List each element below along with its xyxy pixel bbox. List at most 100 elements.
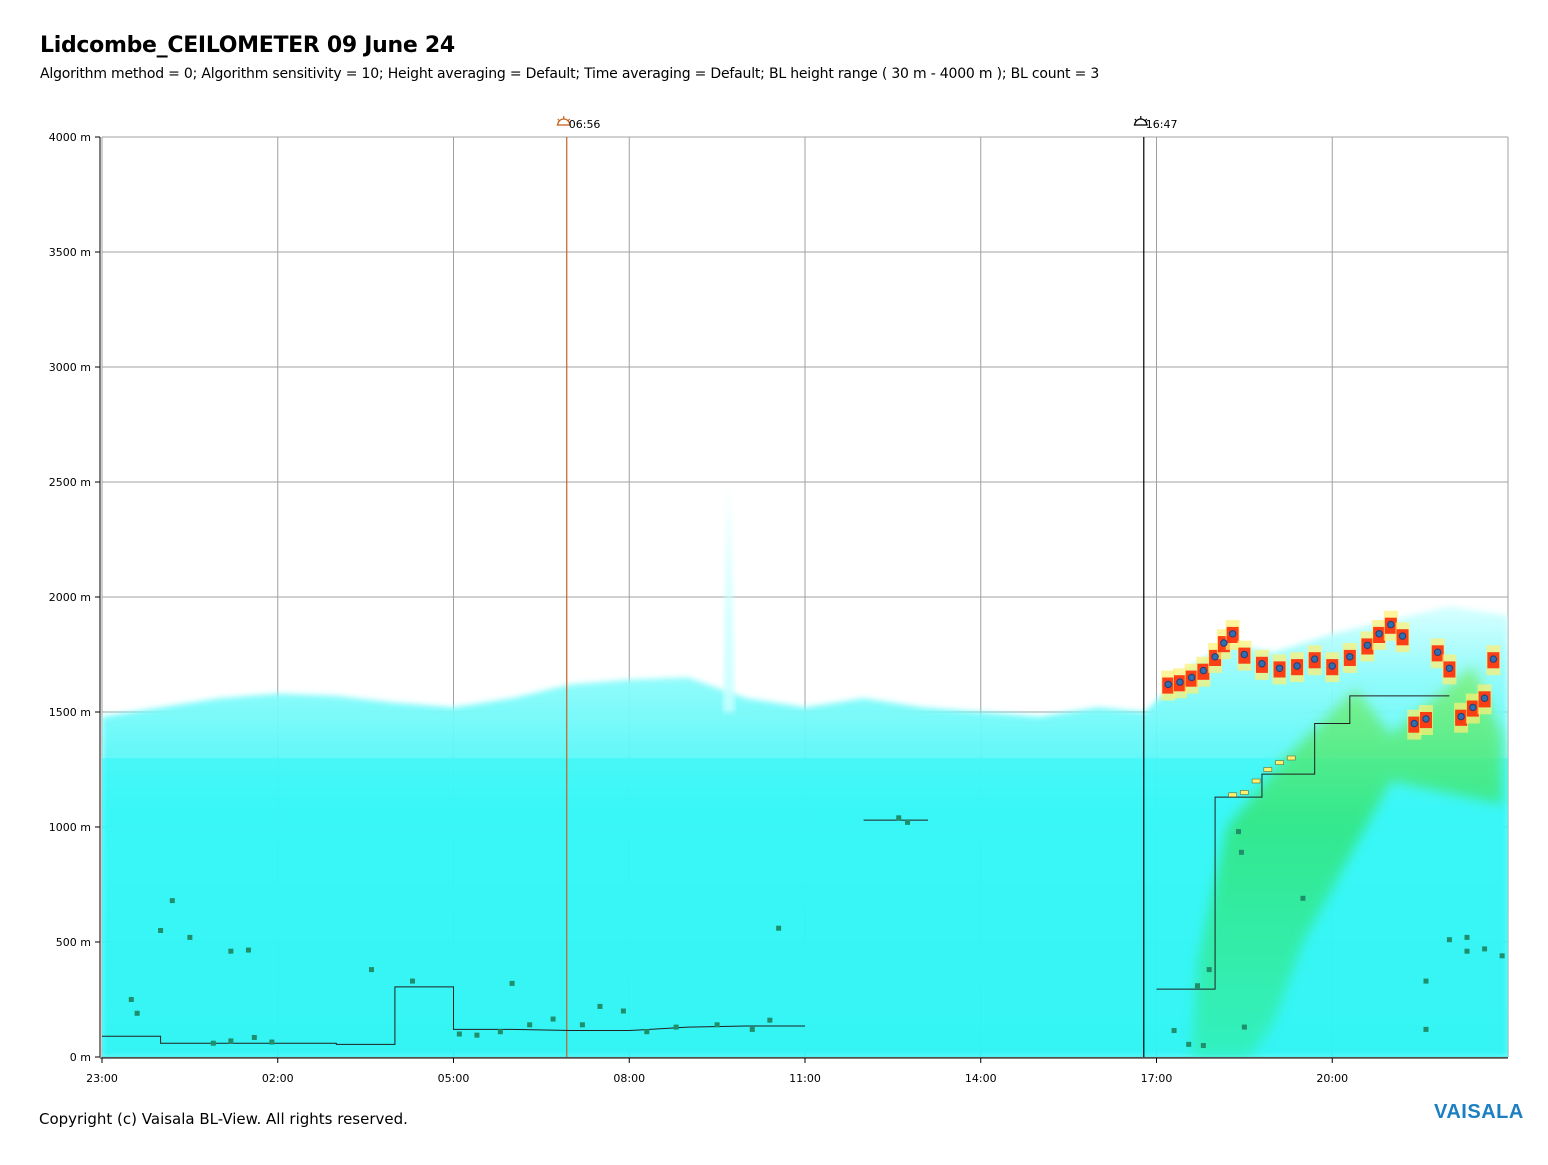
bl-layer-point	[714, 1022, 720, 1028]
bl-layer-point	[1241, 1024, 1247, 1030]
sunrise-icon	[556, 116, 571, 126]
cloud-base-point	[1480, 694, 1489, 702]
bl-layer-point	[1423, 978, 1429, 984]
cloud-base-point	[1346, 653, 1354, 661]
bl-layer-point	[474, 1032, 480, 1038]
y-tick-label: 2000 m	[49, 591, 91, 604]
sunrise-label: 06:56	[569, 118, 601, 131]
bl-layer-point	[1238, 849, 1244, 855]
sun-markers: 06:56 16:47	[556, 116, 1178, 1057]
x-tick-label: 02:00	[262, 1072, 294, 1085]
bl-layer-point	[409, 978, 415, 984]
cloud-base-point	[1457, 712, 1465, 721]
vaisala-logo: VAISALA	[1434, 1101, 1524, 1123]
cloud-base-point	[1410, 719, 1418, 728]
copyright-text: Copyright (c) Vaisala BL-View. All right…	[39, 1110, 408, 1128]
cloud-base-point	[1445, 664, 1454, 672]
cloud-base-point	[1164, 680, 1172, 689]
chart-title: Lidcombe_CEILOMETER 09 June 24	[40, 33, 455, 58]
bl-layer-point	[527, 1022, 533, 1028]
bl-layer-point	[1186, 1041, 1192, 1047]
bl-layer-point	[1499, 953, 1505, 959]
bl-layer-point	[896, 815, 902, 821]
x-tick-label: 17:00	[1141, 1072, 1173, 1085]
bl-ridge-point	[1275, 760, 1284, 765]
bl-layer-point	[1195, 983, 1201, 989]
x-tick-label: 23:00	[86, 1072, 118, 1085]
cloud-base-point	[1293, 662, 1301, 670]
bl-layer-point	[158, 928, 164, 933]
bl-layer-point	[673, 1024, 679, 1030]
cloud-base-point	[1387, 620, 1395, 629]
cloud-base-point	[1398, 632, 1407, 640]
bl-layer-point	[269, 1039, 275, 1045]
x-tick-label: 20:00	[1316, 1072, 1348, 1085]
mixing-layer-line-evening	[1156, 695, 1450, 990]
cloud-base-point	[1240, 650, 1249, 659]
x-tick-label: 05:00	[438, 1072, 470, 1085]
bl-layer-point	[497, 1029, 503, 1035]
enhanced-region	[1191, 666, 1503, 1057]
bl-layer-point	[245, 947, 251, 953]
y-tick-label: 3000 m	[49, 361, 91, 374]
bl-ridge-point	[1228, 792, 1237, 798]
bl-layer-point	[228, 948, 234, 954]
bl-layer-point	[1482, 946, 1488, 952]
cloud-base-point	[1211, 653, 1219, 661]
bl-ridge-point	[1263, 767, 1273, 772]
cloud-base-point	[1375, 630, 1383, 638]
bl-layer-point	[550, 1016, 556, 1022]
sunset-icon-ray	[1134, 118, 1138, 122]
bl-layer-point	[749, 1026, 755, 1032]
bl-layer-point	[579, 1022, 585, 1028]
aerosol-plume	[722, 486, 735, 712]
bl-ridge-point	[1240, 790, 1249, 795]
cloud-base-point	[1422, 715, 1430, 723]
sunrise-icon-ray	[567, 118, 571, 122]
bl-layer-point	[456, 1031, 462, 1037]
cloud-base-point	[1199, 666, 1208, 675]
cloud-base-point	[1469, 703, 1477, 712]
sunset-label: 16:47	[1146, 118, 1178, 131]
bl-layer-point	[1423, 1026, 1429, 1032]
bl-layer-point	[597, 1003, 603, 1009]
bl-layer-point	[134, 1010, 140, 1016]
bl-layer-point	[1300, 895, 1306, 901]
chart-subtitle: Algorithm method = 0; Algorithm sensitiv…	[40, 66, 1100, 82]
y-tick-label: 0 m	[70, 1051, 91, 1064]
bl-layer-point	[1464, 934, 1470, 940]
bl-layer-point	[187, 934, 193, 940]
axes: 0 m 500 m 1000 m 1500 m 2000 m 2500 m 3000 m 35…	[49, 131, 1508, 1085]
cloud-base-point	[1328, 662, 1336, 670]
sunset-icon-ray	[1144, 118, 1148, 122]
cloud-base-point	[1228, 630, 1237, 638]
layer-series	[102, 620, 1505, 1048]
cloud-base-point	[1220, 639, 1228, 647]
cloud-base-point	[1258, 660, 1266, 668]
y-tick-label: 1500 m	[49, 706, 91, 719]
bl-layer-point	[128, 997, 134, 1002]
bl-layer-point	[1206, 967, 1212, 973]
bl-layer-point	[1171, 1028, 1177, 1034]
bl-layer-point	[644, 1029, 650, 1035]
bl-layer-point	[368, 967, 374, 973]
bl-layer-point	[767, 1017, 773, 1023]
y-tick-label: 4000 m	[49, 131, 91, 144]
bl-ridge-point	[1251, 778, 1261, 784]
x-tick-label: 11:00	[789, 1072, 821, 1085]
bl-layer-point	[1464, 948, 1470, 954]
bl-layer-point	[620, 1008, 626, 1014]
bl-layer-point	[169, 898, 175, 904]
sunrise-icon-ray	[557, 118, 561, 122]
cloud-base-point	[1275, 664, 1284, 672]
bl-layer-point	[776, 925, 782, 931]
cloud-base-point	[1310, 655, 1319, 663]
bl-layer-point	[905, 819, 911, 825]
y-tick-label: 3500 m	[49, 246, 91, 259]
x-tick-label: 14:00	[965, 1072, 997, 1085]
y-tick-label: 500 m	[56, 936, 91, 949]
y-tick-label: 2500 m	[49, 476, 91, 489]
cloud-base-point	[1363, 641, 1372, 649]
cloud-base-point	[1434, 648, 1442, 656]
